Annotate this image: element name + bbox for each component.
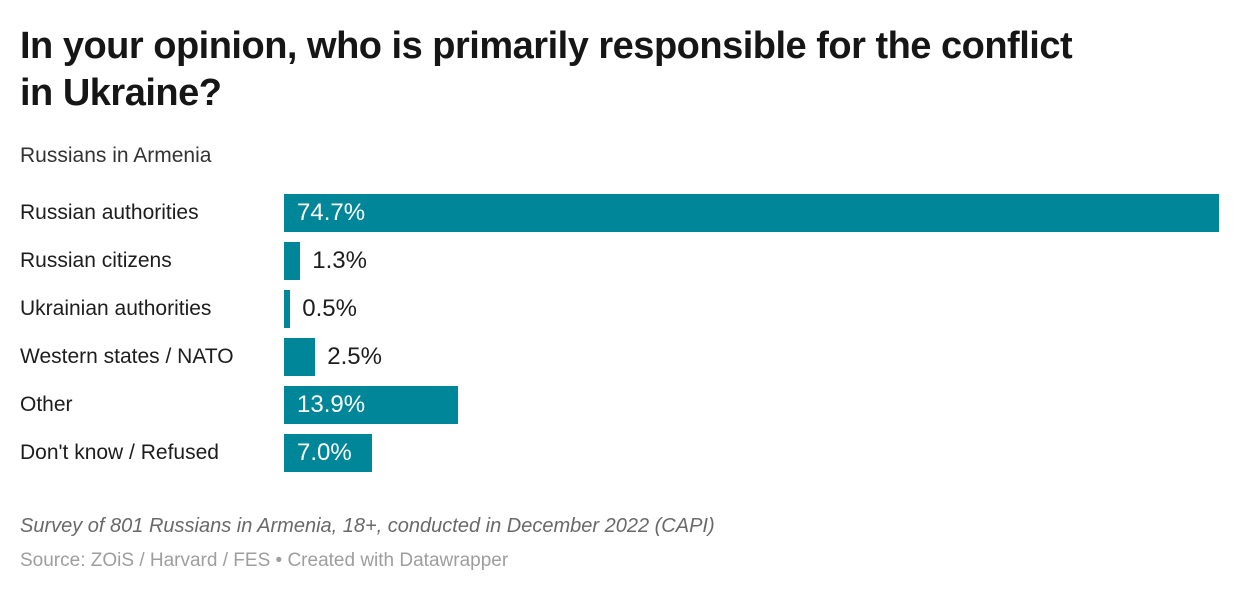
bar: 7.0% [284, 434, 372, 472]
bar-row: Russian citizens 1.3% [20, 242, 1219, 290]
bar-track: 74.7% [284, 194, 1219, 232]
bar-row: Don't know / Refused 7.0% [20, 434, 1219, 482]
footer-source: Source: ZOiS / Harvard / FES • Created w… [20, 550, 509, 571]
bar [284, 290, 291, 328]
bar-track: 7.0% [284, 434, 1219, 472]
category-label: Russian authorities [20, 201, 199, 224]
chart-subtitle: Russians in Armenia [20, 144, 212, 167]
value-label: 7.0% [297, 439, 352, 466]
bar-row: Western states / NATO 2.5% [20, 338, 1219, 386]
category-label: Other [20, 393, 73, 416]
bar-row: Russian authorities 74.7% [20, 194, 1219, 242]
bar-track: 1.3% [284, 242, 1219, 280]
bar [284, 338, 316, 376]
bar-track: 2.5% [284, 338, 1219, 376]
value-label: 13.9% [297, 391, 366, 418]
bar-track: 0.5% [284, 290, 1219, 328]
category-label: Ukrainian authorities [20, 297, 212, 320]
value-label: 74.7% [297, 199, 366, 226]
value-label: 0.5% [302, 295, 357, 322]
footer-note: Survey of 801 Russians in Armenia, 18+, … [20, 515, 715, 537]
category-label: Russian citizens [20, 249, 172, 272]
bar-row: Other 13.9% [20, 386, 1219, 434]
chart-title-line-2: in Ukraine? [20, 72, 222, 114]
bar: 13.9% [284, 386, 458, 424]
category-label: Don't know / Refused [20, 441, 219, 464]
chart-title: In your opinion, who is primarily respon… [20, 23, 1219, 117]
value-label: 2.5% [327, 343, 382, 370]
bar-track: 13.9% [284, 386, 1219, 424]
value-label: 1.3% [312, 247, 367, 274]
bar-chart: Russian authorities 74.7% Russian citizens… [20, 194, 1219, 482]
bar-row: Ukrainian authorities 0.5% [20, 290, 1219, 338]
category-label: Western states / NATO [20, 345, 234, 368]
chart-title-line-1: In your opinion, who is primarily respon… [20, 25, 1073, 67]
bar: 74.7% [284, 194, 1219, 232]
bar [284, 242, 301, 280]
